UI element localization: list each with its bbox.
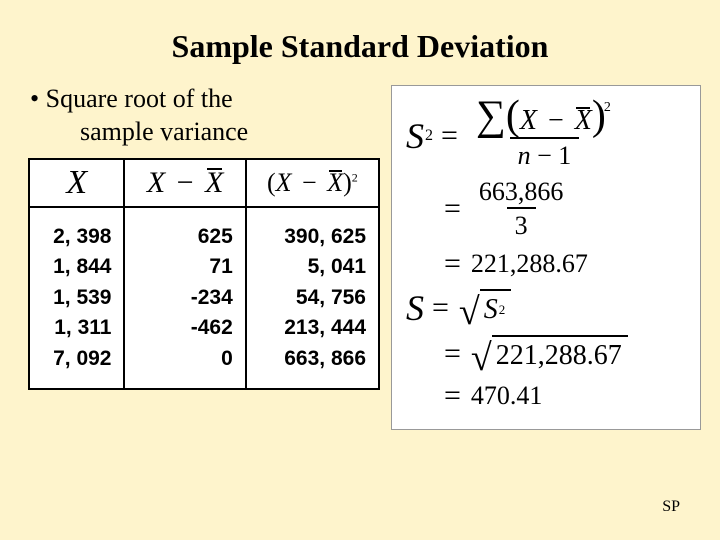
formula-box: S2 = ∑(X − X)2 n − 1 = 663,866 3 = 221: [391, 85, 701, 430]
col-header-x-minus-xbar: X − X: [125, 160, 246, 206]
bullet-line-1: Square root of the: [30, 83, 385, 116]
cell: -234: [137, 283, 232, 313]
cell: 5, 041: [259, 252, 366, 282]
cell: 71: [137, 252, 232, 282]
cell: 663, 866: [259, 344, 366, 374]
eq-variance-values: = 663,866 3: [406, 177, 690, 241]
eq-stddev-def: S = √ S2: [406, 287, 690, 329]
cell: 1, 539: [42, 283, 111, 313]
cell: 7, 092: [42, 344, 111, 374]
table-col-3: 390, 625 5, 041 54, 756 213, 444 663, 86…: [247, 208, 380, 388]
eq-stddev-values: = √ 221,288.67: [406, 335, 690, 373]
table-body-row: 2, 398 1, 844 1, 539 1, 311 7, 092 625 7…: [30, 208, 380, 388]
table-header-row: X X − X (X − X)2: [30, 160, 380, 208]
cell: 1, 311: [42, 313, 111, 343]
col-header-x: X: [30, 160, 125, 206]
page-title: Sample Standard Deviation: [0, 0, 720, 83]
cell: -462: [137, 313, 232, 343]
table-col-2: 625 71 -234 -462 0: [125, 208, 246, 388]
bullet-line-2: sample variance: [30, 116, 385, 149]
cell: 390, 625: [259, 222, 366, 252]
cell: 2, 398: [42, 222, 111, 252]
left-column: Square root of the sample variance X X −…: [20, 83, 385, 390]
cell: 0: [137, 344, 232, 374]
right-column: S2 = ∑(X − X)2 n − 1 = 663,866 3 = 221: [395, 83, 695, 390]
cell: 1, 844: [42, 252, 111, 282]
cell: 625: [137, 222, 232, 252]
content-area: Square root of the sample variance X X −…: [0, 83, 720, 390]
table-col-1: 2, 398 1, 844 1, 539 1, 311 7, 092: [30, 208, 125, 388]
cell: 213, 444: [259, 313, 366, 343]
data-table: X X − X (X − X)2 2, 398 1, 844 1,: [28, 158, 380, 390]
col-header-x-minus-xbar-sq: (X − X)2: [247, 160, 380, 206]
eq-variance-result: = 221,288.67: [406, 247, 690, 281]
bullet-text: Square root of the sample variance: [20, 83, 385, 148]
cell: 54, 756: [259, 283, 366, 313]
footer-label: SP: [662, 498, 680, 516]
eq-stddev-result: = 470.41: [406, 379, 690, 413]
eq-variance-def: S2 = ∑(X − X)2 n − 1: [406, 100, 690, 171]
